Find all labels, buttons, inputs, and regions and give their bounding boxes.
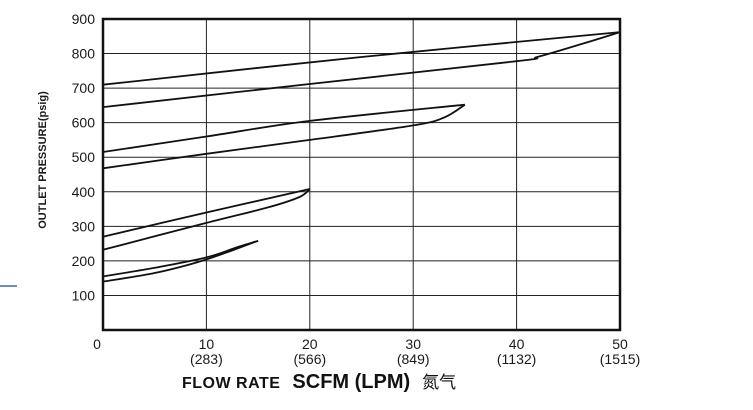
y-tick-label: 300 bbox=[72, 218, 96, 234]
grid bbox=[103, 18, 620, 330]
y-tick-label: 800 bbox=[72, 46, 96, 62]
series-lower-line bbox=[102, 239, 259, 283]
x-axis-title: FLOW RATE SCFM (LPM) 氮气 bbox=[182, 371, 456, 393]
plot-frame bbox=[101, 17, 622, 332]
x-tick-label: 20 bbox=[302, 336, 318, 352]
x-tick-sublabel: (1515) bbox=[600, 351, 640, 367]
y-axis-title: OUTLET PRESSURE(psig) bbox=[37, 91, 49, 229]
x-tick-label: 50 bbox=[612, 336, 628, 352]
y-tick-label: 500 bbox=[72, 149, 96, 165]
series-upper-line bbox=[102, 103, 465, 153]
x-axis-title-main: FLOW RATE bbox=[182, 375, 280, 392]
x-tick-label: 40 bbox=[509, 336, 525, 352]
y-tick-label: 900 bbox=[72, 11, 96, 27]
y-tick-labels: 100 200 300 400 500 600 700 800 900 bbox=[72, 11, 96, 303]
series-lower-line bbox=[102, 188, 311, 251]
x-tick-sublabel: (566) bbox=[293, 351, 326, 367]
x-tick-label: 30 bbox=[405, 336, 421, 352]
x-tick-sublabel: (283) bbox=[190, 351, 223, 367]
series-lower-line bbox=[102, 31, 621, 108]
y-tick-label: 700 bbox=[72, 80, 96, 96]
x-axis-title-suffix: 氮气 bbox=[422, 373, 456, 393]
y-tick-label: 400 bbox=[72, 184, 96, 200]
y-tick-label: 100 bbox=[72, 287, 96, 303]
series-upper-line bbox=[102, 31, 621, 86]
x-tick-label: 10 bbox=[199, 336, 215, 352]
series-lower-line bbox=[102, 103, 466, 170]
y-tick-label: 600 bbox=[72, 115, 96, 131]
x-axis-title-unit: SCFM (LPM) bbox=[292, 371, 410, 393]
x-tick-sublabel: (849) bbox=[397, 351, 430, 367]
x-tick-labels: 0 10(283) 20(566) 30(849) 40(1132) 50(1515) bbox=[93, 336, 640, 367]
series-upper-line bbox=[102, 239, 259, 278]
x-tick-sublabel: (1132) bbox=[497, 351, 536, 367]
y-tick-label: 200 bbox=[72, 253, 96, 269]
curves bbox=[102, 31, 621, 283]
series-upper-line bbox=[102, 188, 310, 238]
x-tick-label: 0 bbox=[93, 336, 101, 352]
